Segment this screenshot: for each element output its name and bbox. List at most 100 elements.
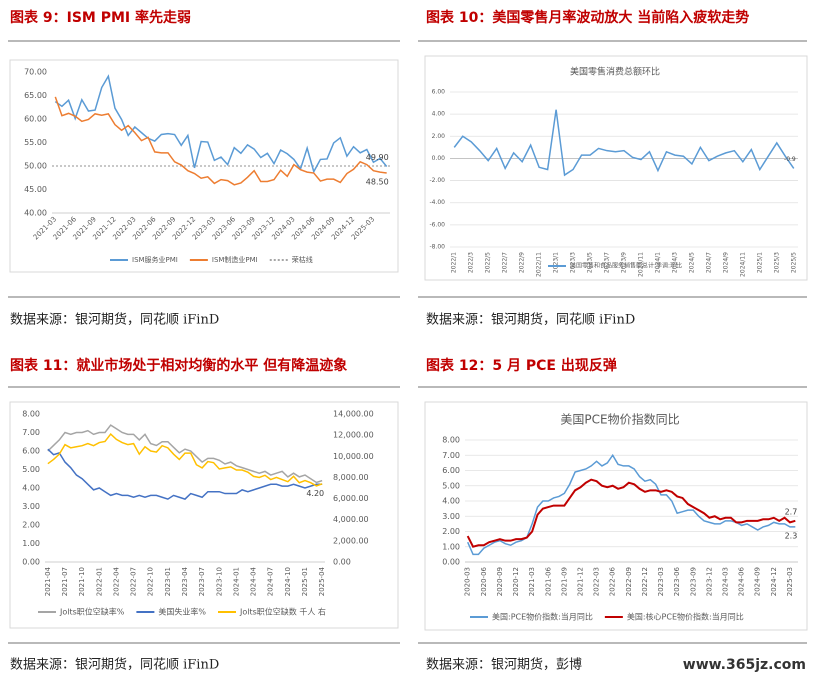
chart-frame <box>424 55 808 281</box>
x-tick-label: 2024/5 <box>688 252 695 273</box>
y-tick-label: 65.00 <box>24 91 47 100</box>
x-tick-label: 2022-10 <box>147 567 155 596</box>
y-tick-label: -2.00 <box>429 177 445 184</box>
series-line <box>54 96 387 186</box>
x-tick-label: 2021-07 <box>61 567 69 596</box>
x-tick-label: 2023/11 <box>637 252 644 277</box>
x-tick-label: 2021-10 <box>78 567 86 596</box>
x-tick-label: 2023-07 <box>198 567 206 596</box>
end-label: 48.50 <box>366 178 389 187</box>
y-tick-label: 40.00 <box>24 209 47 218</box>
y2-tick-label: 2,000.00 <box>333 536 369 545</box>
x-tick-label: 2023/5 <box>587 252 594 273</box>
y-tick-label: 45.00 <box>24 185 47 194</box>
x-tick-label: 2023/9 <box>621 252 628 273</box>
x-tick-label: 2025/1 <box>756 252 763 273</box>
y-tick-label: 8.00 <box>442 436 460 445</box>
x-tick-label: 2023-01 <box>164 567 172 596</box>
y-tick-label: 3.00 <box>22 502 40 511</box>
end-label: 49.90 <box>366 153 389 162</box>
end-label: 2.3 <box>785 531 798 540</box>
y-tick-label: 7.00 <box>22 428 40 437</box>
x-tick-label: 2021-04 <box>44 566 52 596</box>
x-tick-label: 2025-04 <box>318 566 326 596</box>
series-line <box>467 453 796 556</box>
x-tick-label: 2025/3 <box>773 252 780 273</box>
y-tick-label: 1.00 <box>442 542 460 551</box>
y-tick-label: 8.00 <box>22 410 40 419</box>
figure-heading: 图表 10：美国零售月率波动放大 当前陷入疲软走势 <box>426 9 749 26</box>
x-tick-label: 2024-06 <box>738 566 746 596</box>
legend-label: Jolts职位空缺率% <box>59 607 125 617</box>
series-line <box>47 424 323 484</box>
y-tick-label: 6.00 <box>442 466 460 475</box>
legend-label: ISM制造业PMI <box>212 255 258 264</box>
x-tick-label: 2021-12 <box>576 567 584 596</box>
x-tick-label: 2023/7 <box>604 252 611 273</box>
x-tick-label: 2022/5 <box>485 252 492 273</box>
end-label: 2.7 <box>785 507 798 516</box>
y-tick-label: -8.00 <box>429 244 445 251</box>
x-tick-label: 2022-06 <box>609 566 617 596</box>
y-tick-label: 4.00 <box>442 497 460 506</box>
x-tick-label: 2021-06 <box>544 566 552 596</box>
y-tick-label: -6.00 <box>429 221 445 228</box>
x-tick-label: 2021-03 <box>528 567 536 596</box>
series-line <box>453 109 795 177</box>
x-tick-label: 2024-01 <box>232 567 240 596</box>
legend-label: 美国失业率% <box>158 607 206 617</box>
x-tick-label: 2020-06 <box>480 566 488 596</box>
y-tick-label: 60.00 <box>24 115 47 124</box>
legend-label: ISM服务业PMI <box>132 255 178 264</box>
x-tick-label: 2023-06 <box>673 566 681 596</box>
x-tick-label: 2022-03 <box>593 567 601 596</box>
y-tick-label: 0.00 <box>442 558 460 567</box>
watermark: www.365jz.com <box>683 657 806 673</box>
y2-tick-label: 14,000.00 <box>333 410 374 419</box>
y-tick-label: 7.00 <box>442 451 460 460</box>
chart-title: 美国PCE物价指数同比 <box>560 412 679 427</box>
x-tick-label: 2024-09 <box>754 567 762 596</box>
x-tick-label: 2024/7 <box>705 252 712 273</box>
x-tick-label: 2023-10 <box>215 567 223 596</box>
x-tick-label: 2024-07 <box>267 567 275 596</box>
y2-tick-label: 10,000.00 <box>333 452 374 461</box>
y-tick-label: 70.00 <box>24 68 47 77</box>
y-tick-label: 2.00 <box>432 133 446 140</box>
y-tick-label: 3.00 <box>442 512 460 521</box>
y-tick-label: 2.00 <box>442 527 460 536</box>
y-tick-label: 6.00 <box>432 89 446 96</box>
x-tick-label: 2022/7 <box>502 252 509 273</box>
y-tick-label: 0.00 <box>22 558 40 567</box>
legend-label: 美国:核心PCE物价指数:当月同比 <box>627 612 744 622</box>
x-tick-label: 2024-04 <box>250 566 258 596</box>
x-tick-label: 2024-03 <box>721 567 729 596</box>
source-note: 数据来源：银河期货，同花顺 iFinD <box>10 657 219 673</box>
x-tick-label: 2022/3 <box>468 252 475 273</box>
legend-label: Jolts职位空缺数 千人 右 <box>239 607 326 617</box>
x-tick-label: 2020-09 <box>496 567 504 596</box>
x-tick-label: 2024-10 <box>284 567 292 596</box>
x-tick-label: 2023/1 <box>553 252 560 273</box>
y-tick-label: 55.00 <box>24 138 47 147</box>
y-tick-label: 2.00 <box>22 521 40 530</box>
x-tick-label: 2022-09 <box>625 567 633 596</box>
figure-heading: 图表 9：ISM PMI 率先走弱 <box>10 9 191 26</box>
x-tick-label: 2025-03 <box>786 567 794 596</box>
series-line <box>47 432 323 487</box>
x-tick-label: 2022/11 <box>536 252 543 277</box>
x-tick-label: 2022-12 <box>641 567 649 596</box>
legend-label: 美国:PCE物价指数:当月同比 <box>492 612 593 622</box>
y2-tick-label: 6,000.00 <box>333 494 369 503</box>
chart-frame <box>9 401 399 629</box>
figure-heading: 图表 11：就业市场处于相对均衡的水平 但有降温迹象 <box>10 357 347 374</box>
x-tick-label: 2023-09 <box>689 567 697 596</box>
chart-title: 美国零售消费总额环比 <box>570 66 660 78</box>
end-label: 4.20 <box>306 489 324 498</box>
legend-label: 美国零售和食品服务销售额总计:季调:环比 <box>570 262 682 270</box>
x-tick-label: 2024-12 <box>770 567 778 596</box>
y2-tick-label: 0.00 <box>333 558 351 567</box>
x-tick-label: 2021-09 <box>560 567 568 596</box>
x-tick-label: 2025/5 <box>790 252 797 273</box>
